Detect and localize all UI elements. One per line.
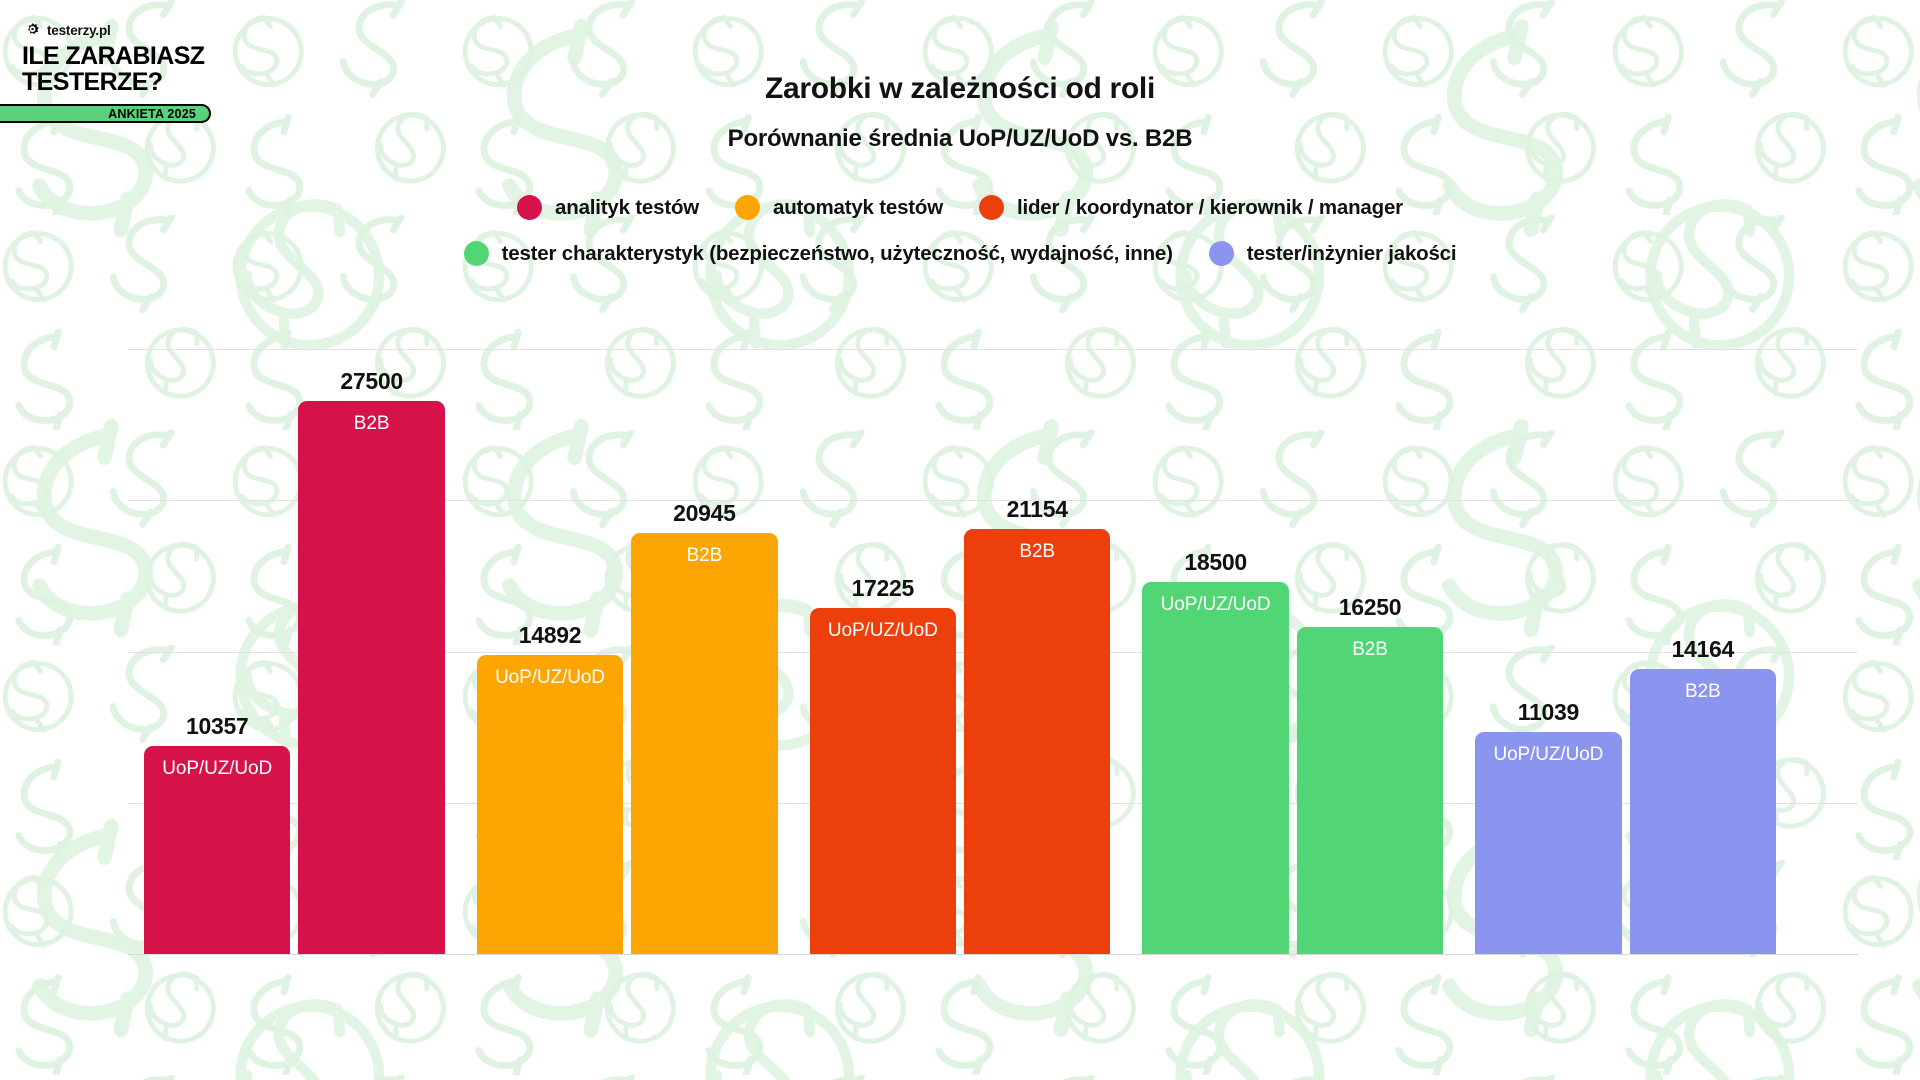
chart-plot-area: 10357 UoP/UZ/UoD 27500 B2B 14892 UoP/UZ/UoD 20… (0, 330, 1920, 955)
bar-rect[interactable]: B2B (964, 528, 1111, 955)
legend-row: analityk testów automatyk testów lider / k… (0, 195, 1920, 220)
bar-type-label: B2B (686, 544, 723, 566)
bar-type-label: B2B (1019, 540, 1056, 562)
bar-value-label: 18500 (1184, 549, 1247, 576)
chart-title: Zarobki w zależności od roli (764, 72, 1155, 105)
legend-color-dot-icon (1208, 241, 1234, 266)
legend-color-dot-icon (517, 195, 543, 220)
bar-value-label: 16250 (1338, 594, 1402, 621)
bar-value-label: 21154 (1006, 495, 1069, 522)
bar-item[interactable]: 14164 B2B (1629, 330, 1776, 955)
bar-type-label: UoP/UZ/UoD (162, 758, 273, 780)
legend-color-dot-icon (463, 241, 489, 266)
legend-item-label: analityk testów (555, 195, 700, 219)
bar-group: 10357 UoP/UZ/UoD 27500 B2B (128, 330, 461, 955)
bar-rect[interactable]: B2B (631, 532, 778, 955)
bar-value-label: 27500 (340, 367, 403, 394)
bar-rect[interactable]: UoP/UZ/UoD (809, 607, 956, 955)
bar-value-label: 14164 (1671, 636, 1735, 663)
brand-logo: testerzy.pl (0, 0, 260, 43)
legend-item[interactable]: analityk testów (517, 195, 699, 220)
chart-subtitle: Porównanie średnia UoP/UZ/UoD vs. B2B (727, 125, 1193, 152)
legend-item[interactable]: tester charakterystyk (bezpieczeństwo, u… (463, 241, 1173, 266)
legend-item-label: tester charakterystyk (bezpieczeństwo, u… (501, 241, 1173, 265)
bar-value-label: 11039 (1517, 699, 1580, 726)
bar-item[interactable]: 14892 UoP/UZ/UoD (476, 330, 624, 955)
bar-item[interactable]: 21154 B2B (964, 330, 1111, 955)
bar-rect[interactable]: B2B (298, 400, 445, 955)
bar-item[interactable]: 18500 UoP/UZ/UoD (1142, 330, 1289, 955)
bar-type-label: UoP/UZ/UoD (1493, 744, 1604, 766)
bar-type-label: B2B (1352, 639, 1388, 661)
bar-group: 11039 UoP/UZ/UoD 14164 B2B (1459, 330, 1792, 955)
legend-item-label: lider / koordynator / kierownik / manage… (1016, 195, 1403, 219)
bar-item[interactable]: 11039 UoP/UZ/UoD (1475, 330, 1622, 955)
bar-type-label: UoP/UZ/UoD (1160, 594, 1271, 616)
bar-rect[interactable]: B2B (1629, 669, 1776, 955)
bar-value-label: 17225 (851, 574, 915, 601)
bar-value-label: 10357 (185, 713, 249, 740)
bar-type-label: B2B (1684, 681, 1721, 703)
bar-value-label: 20945 (673, 499, 736, 526)
legend-item-label: tester/inżynier jakości (1246, 241, 1457, 265)
bar-group: 18500 UoP/UZ/UoD 16250 B2B (1126, 330, 1459, 955)
bar-type-label: B2B (353, 412, 390, 434)
bar-rect[interactable]: UoP/UZ/UoD (1142, 582, 1289, 955)
bar-item[interactable]: 27500 B2B (298, 330, 445, 955)
legend-row: tester charakterystyk (bezpieczeństwo, u… (0, 241, 1920, 266)
legend-color-dot-icon (978, 195, 1004, 220)
bar-rect[interactable]: UoP/UZ/UoD (476, 654, 624, 955)
bar-type-label: UoP/UZ/UoD (495, 666, 605, 688)
bar-rect[interactable]: UoP/UZ/UoD (144, 746, 291, 955)
bar-group: 17225 UoP/UZ/UoD 21154 B2B (794, 330, 1127, 955)
bar-type-label: UoP/UZ/UoD (827, 619, 938, 641)
legend-item-label: automatyk testów (773, 195, 943, 219)
bar-group: 14892 UoP/UZ/UoD 20945 B2B (461, 330, 794, 955)
legend-item[interactable]: lider / koordynator / kierownik / manage… (978, 195, 1403, 220)
brand-name: testerzy.pl (47, 23, 111, 38)
headline-line-1: ILE ZARABIASZ (22, 42, 205, 70)
bar-item[interactable]: 16250 B2B (1296, 330, 1444, 955)
bar-rect[interactable]: B2B (1296, 627, 1444, 955)
axis-baseline (128, 954, 1858, 955)
bar-rect[interactable]: UoP/UZ/UoD (1475, 732, 1622, 955)
chart-titles: Zarobki w zależności od roli Porównanie … (0, 72, 1920, 153)
bar-item[interactable]: 10357 UoP/UZ/UoD (144, 330, 291, 955)
bar-item[interactable]: 20945 B2B (631, 330, 778, 955)
legend-item[interactable]: tester/inżynier jakości (1208, 241, 1457, 266)
target-logo-icon (27, 23, 39, 35)
bar-item[interactable]: 17225 UoP/UZ/UoD (809, 330, 956, 955)
bar-groups: 10357 UoP/UZ/UoD 27500 B2B 14892 UoP/UZ/UoD 20… (0, 330, 1920, 955)
legend-color-dot-icon (735, 195, 761, 220)
chart-legend: analityk testów automatyk testów lider / k… (0, 195, 1920, 287)
bar-value-label: 14892 (518, 621, 582, 648)
legend-item[interactable]: automatyk testów (735, 195, 943, 220)
